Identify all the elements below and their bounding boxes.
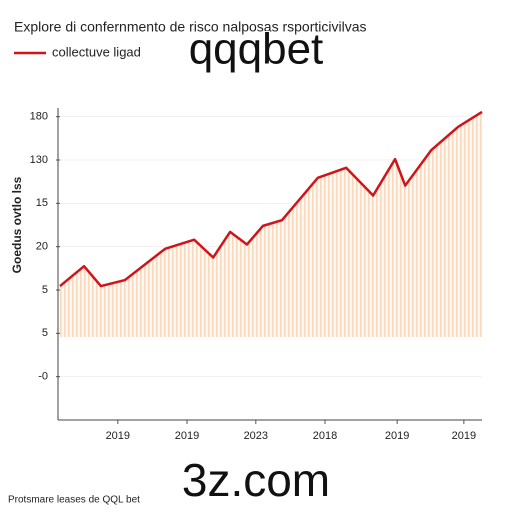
x-tick-label: 2019 bbox=[106, 430, 130, 442]
footer: Protsmare leases de QQL bet bbox=[8, 495, 140, 506]
chart-title: Explore di confernmento de risco nalposa… bbox=[14, 19, 367, 35]
x-tick-label: 2019 bbox=[452, 430, 476, 442]
watermark: qqqbet bbox=[189, 25, 324, 74]
y-tick-label: -0 bbox=[38, 371, 48, 383]
x-tick-label: 2023 bbox=[244, 430, 268, 442]
watermark: 3z.com bbox=[182, 454, 330, 506]
y-tick-label: 15 bbox=[36, 197, 48, 209]
y-tick-label: 130 bbox=[30, 154, 48, 166]
x-tick-label: 2018 bbox=[313, 430, 337, 442]
y-tick-label: 20 bbox=[36, 241, 48, 253]
legend-label: collectuve ligad bbox=[52, 44, 141, 59]
y-tick-label: 180 bbox=[30, 111, 48, 123]
x-tick-label: 2019 bbox=[385, 430, 409, 442]
y-axis-label: Goedus ovtlo lss bbox=[10, 176, 24, 273]
y-tick-label: 5 bbox=[42, 327, 48, 339]
x-tick-label: 2019 bbox=[175, 430, 199, 442]
line bbox=[59, 110, 483, 288]
y-tick-label: 5 bbox=[42, 284, 48, 296]
